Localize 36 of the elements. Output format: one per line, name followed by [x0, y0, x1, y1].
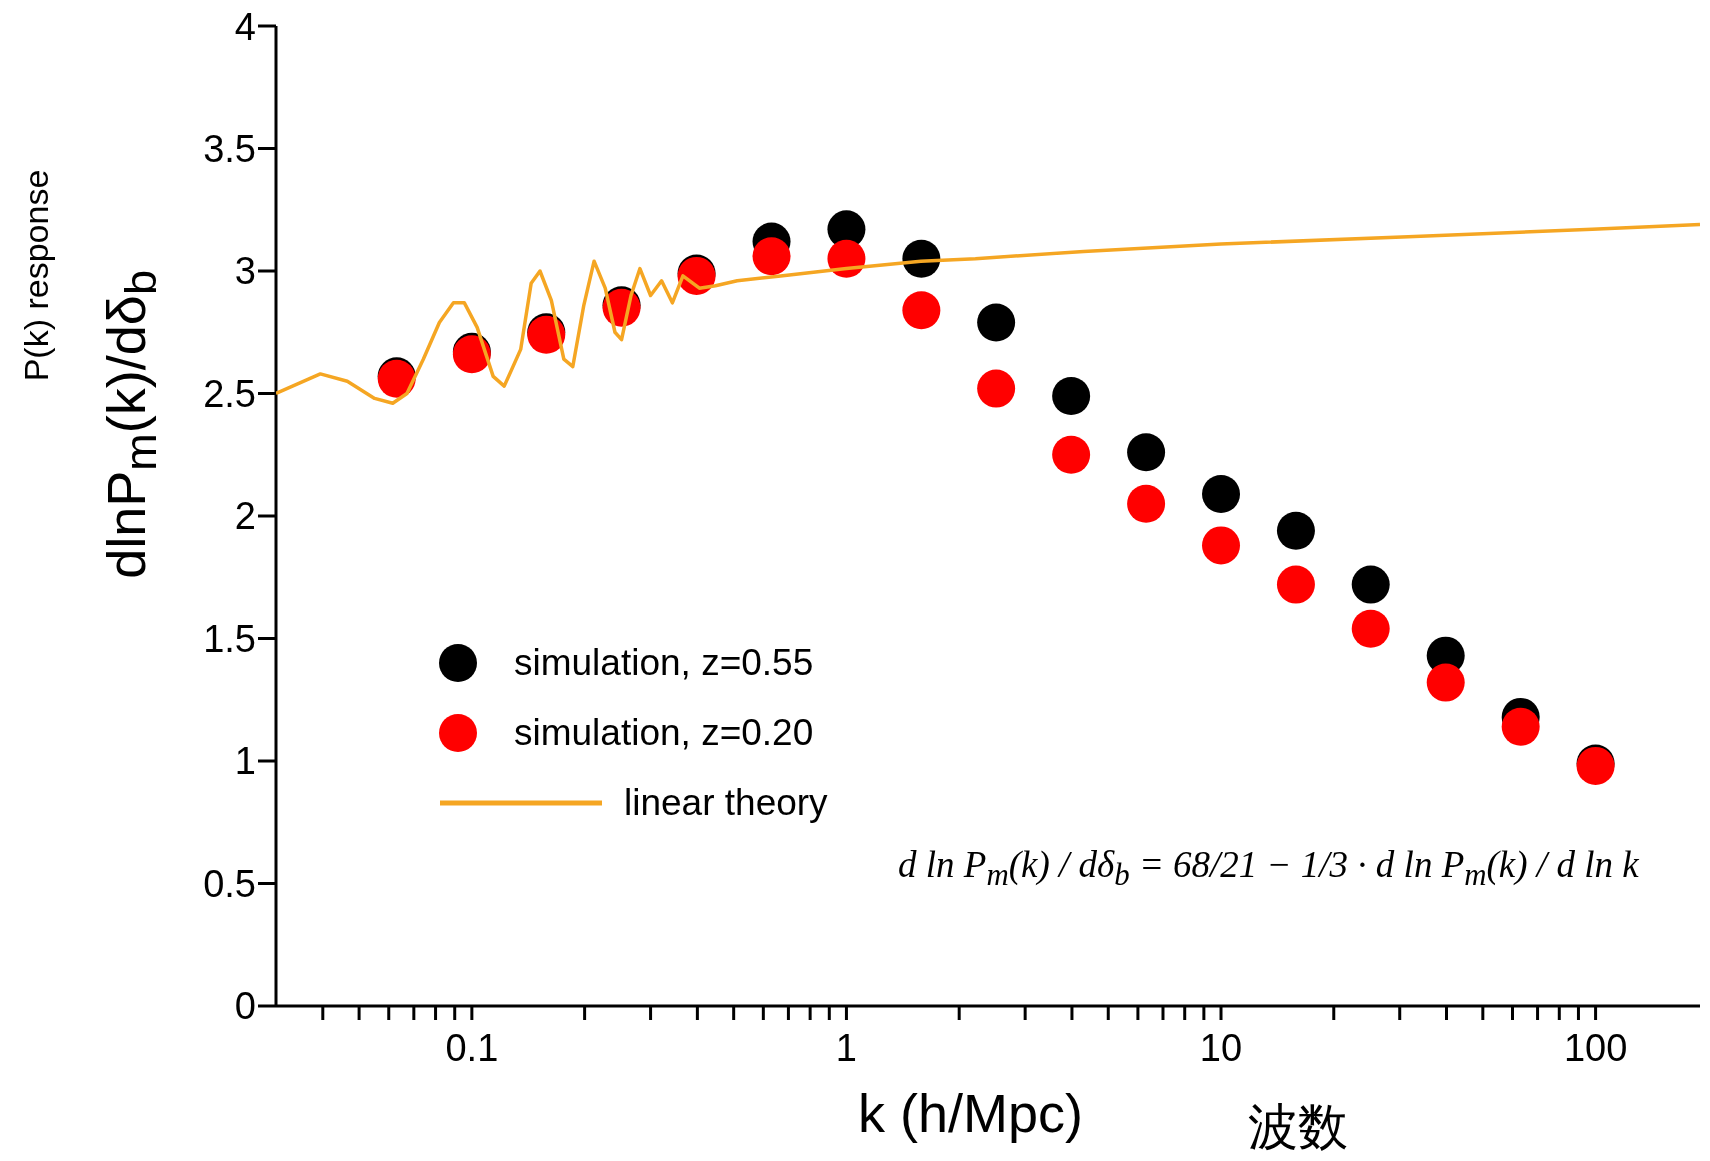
point — [1426, 663, 1465, 702]
point — [1276, 565, 1315, 604]
y-tick-label: 4 — [234, 5, 256, 48]
point — [902, 291, 941, 330]
point — [1501, 707, 1540, 746]
y-tick-label: 2.5 — [203, 372, 256, 415]
point — [1052, 376, 1091, 415]
y-tick-label: 0.5 — [203, 862, 256, 905]
x-tick-label: 100 — [1563, 1026, 1628, 1069]
x-tick-label: 1 — [835, 1026, 857, 1069]
point — [752, 237, 791, 276]
y-tick-label: 3.5 — [203, 127, 256, 170]
point — [977, 369, 1016, 408]
legend-label: linear theory — [624, 782, 828, 824]
point — [1351, 565, 1390, 604]
point — [1127, 484, 1166, 523]
point — [1202, 526, 1241, 565]
x-tick-label: 0.1 — [445, 1026, 499, 1069]
x-axis-title: k (h/Mpc) — [858, 1082, 1084, 1144]
point — [1351, 609, 1390, 648]
y-tick-label: 0 — [234, 985, 256, 1028]
legend-label: simulation, z=0.20 — [514, 712, 814, 754]
annotation: d ln P$_{m}$(k) / dδ$_{b}$ = 68/21 − 1/3 · d ln P$_{m}$(k) / d ln k — [898, 843, 1639, 894]
y-tick-label: 3 — [234, 250, 256, 293]
x-tick-label: 10 — [1199, 1026, 1243, 1069]
point — [1127, 433, 1166, 472]
point — [1052, 435, 1091, 474]
point — [1276, 511, 1315, 550]
y-tick-label: 1.5 — [203, 617, 256, 660]
y-tick-label: 2 — [234, 495, 256, 538]
text: 波数 — [1248, 1098, 1348, 1157]
legend-label: simulation, z=0.55 — [514, 642, 814, 684]
point — [977, 303, 1016, 342]
point — [1202, 474, 1241, 513]
text: P(k) response — [16, 168, 56, 384]
y-tick-label: 1 — [234, 740, 256, 783]
